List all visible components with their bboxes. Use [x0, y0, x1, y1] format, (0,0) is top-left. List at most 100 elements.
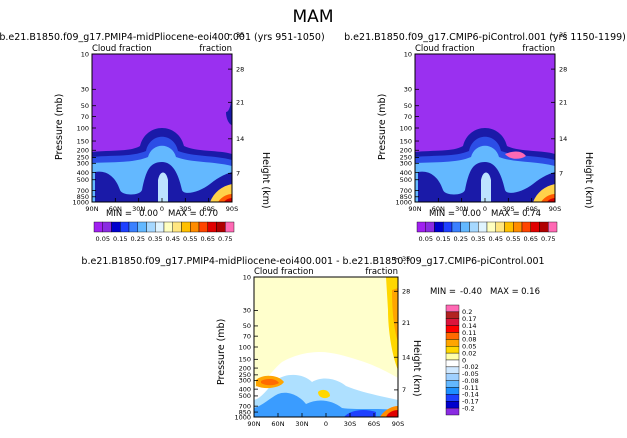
y-tick-label: 50	[404, 102, 412, 110]
colorbar-label: 0.02	[462, 349, 476, 357]
y-tick-label: 50	[243, 322, 251, 330]
contour-band	[392, 288, 398, 342]
height-tick-label: 14	[559, 135, 567, 143]
colorbar-swatch	[181, 221, 191, 233]
x-tick-label: 90S	[392, 420, 404, 428]
colorbar-label: 0.45	[166, 235, 180, 243]
right-label: fraction	[199, 44, 232, 54]
max-value: 0.16	[521, 287, 540, 297]
colorbar-label: 0.05	[462, 343, 476, 351]
y-tick-label: 10	[81, 50, 89, 58]
y-tick-label: 50	[81, 102, 89, 110]
colorbar-label: 0.25	[131, 235, 145, 243]
x-tick-label: 30N	[132, 205, 145, 213]
panel-title: b.e21.B1850.f09_g17.CMIP6-piControl.001 …	[344, 32, 626, 43]
height-tick-label: 28	[402, 288, 410, 296]
height-ticks: 35 28 21 14 7	[551, 31, 567, 178]
colorbar-label: 0.45	[489, 235, 503, 243]
colorbar-swatch	[137, 221, 147, 233]
panel-pliocene: b.e21.B1850.f09_g17.PMIP4-midPliocene-eo…	[0, 31, 325, 219]
y-tick-label: 850	[239, 408, 251, 416]
colorbar-swatch	[548, 221, 558, 233]
colorbar-label: 0.35	[148, 235, 162, 243]
x-tick-label: 60S	[368, 420, 380, 428]
y-tick-label: 700	[239, 402, 251, 410]
colorbar-swatch	[445, 346, 460, 354]
height-tick-label: 35	[236, 31, 244, 39]
colorbar-label: 0.35	[471, 235, 485, 243]
y-tick-label: 250	[239, 371, 251, 379]
colorbar-swatch	[120, 221, 130, 233]
y-tick-label: 100	[239, 343, 251, 351]
colorbar-label: 0	[462, 356, 466, 364]
colorbar-swatch	[445, 380, 460, 388]
colorbar-label: 0.15	[113, 235, 127, 243]
colorbar-label: 0.25	[454, 235, 468, 243]
min-label: MIN =	[430, 287, 456, 297]
colorbar-swatch	[513, 221, 523, 233]
x-tick-label: 90N	[85, 205, 98, 213]
colorbar-swatch	[111, 221, 121, 233]
colorbar-swatch	[504, 221, 514, 233]
colorbar-swatch	[443, 221, 453, 233]
y-tick-label: 300	[400, 160, 412, 168]
contour-band	[261, 378, 279, 386]
contour-band	[386, 410, 398, 417]
max-value: 0.74	[522, 209, 541, 219]
contour-field	[254, 277, 398, 417]
y-tick-label: 200	[239, 364, 251, 372]
min-value: 0.00	[139, 209, 158, 219]
min-label: MIN =	[429, 209, 455, 219]
y-tick-label: 400	[400, 169, 412, 177]
colorbar-swatch	[216, 221, 226, 233]
height-ticks: 35 28 21 14 7	[394, 255, 410, 394]
colorbar-swatch	[93, 221, 103, 233]
panel-picontrol: b.e21.B1850.f09_g17.CMIP6-piControl.001 …	[344, 31, 626, 219]
panel-difference: b.e21.B1850.f09_g17.PMIP4-midPliocene-eo…	[81, 255, 544, 428]
right-axis-label: Height (km)	[260, 152, 271, 209]
height-tick-label: 7	[402, 386, 406, 394]
height-tick-label: 14	[402, 354, 410, 362]
colorbar-swatch	[445, 387, 460, 395]
max-label: MAX =	[168, 209, 197, 219]
colorbar-label: 0.05	[96, 235, 110, 243]
x-tick-label: 30N	[455, 205, 468, 213]
colorbar-swatch	[146, 221, 156, 233]
y-tick-label: 30	[81, 86, 89, 94]
y-tick-label: 250	[400, 154, 412, 162]
min-value: -0.40	[460, 287, 482, 297]
right-label: fraction	[522, 44, 555, 54]
x-tick-label: 90S	[226, 205, 238, 213]
left-label: Cloud fraction	[92, 44, 152, 54]
height-tick-label: 28	[236, 65, 244, 73]
x-tick-label: 60N	[432, 205, 445, 213]
height-tick-label: 21	[402, 319, 410, 327]
contour-band	[481, 172, 491, 202]
colorbar-swatch	[163, 221, 173, 233]
min-value: 0.00	[462, 209, 481, 219]
y-tick-label: 300	[239, 377, 251, 385]
y-tick-label: 70	[81, 113, 89, 121]
contour-band	[318, 389, 330, 399]
contour-band	[226, 90, 232, 125]
height-ticks: 35 28 21 14 7	[228, 31, 244, 178]
colorbar-swatch	[469, 221, 479, 233]
colorbar-label: -0.02	[462, 363, 479, 371]
x-tick-label: 0	[160, 205, 164, 213]
max-label: MAX =	[491, 209, 520, 219]
colorbar-label: 0.08	[462, 336, 476, 344]
contour-band	[344, 409, 376, 417]
y-axis-label: Pressure (mb)	[216, 319, 227, 385]
colorbar-swatch	[155, 221, 165, 233]
y-tick-label: 1000	[395, 198, 412, 206]
colorbar-swatch	[445, 318, 460, 326]
colorbar-swatch	[102, 221, 112, 233]
colorbar-label: 0.75	[218, 235, 232, 243]
colorbar-swatch	[225, 221, 235, 233]
right-axis-label: Height (km)	[411, 340, 422, 397]
x-tick-label: 60N	[271, 420, 284, 428]
left-label: Cloud fraction	[415, 44, 475, 54]
